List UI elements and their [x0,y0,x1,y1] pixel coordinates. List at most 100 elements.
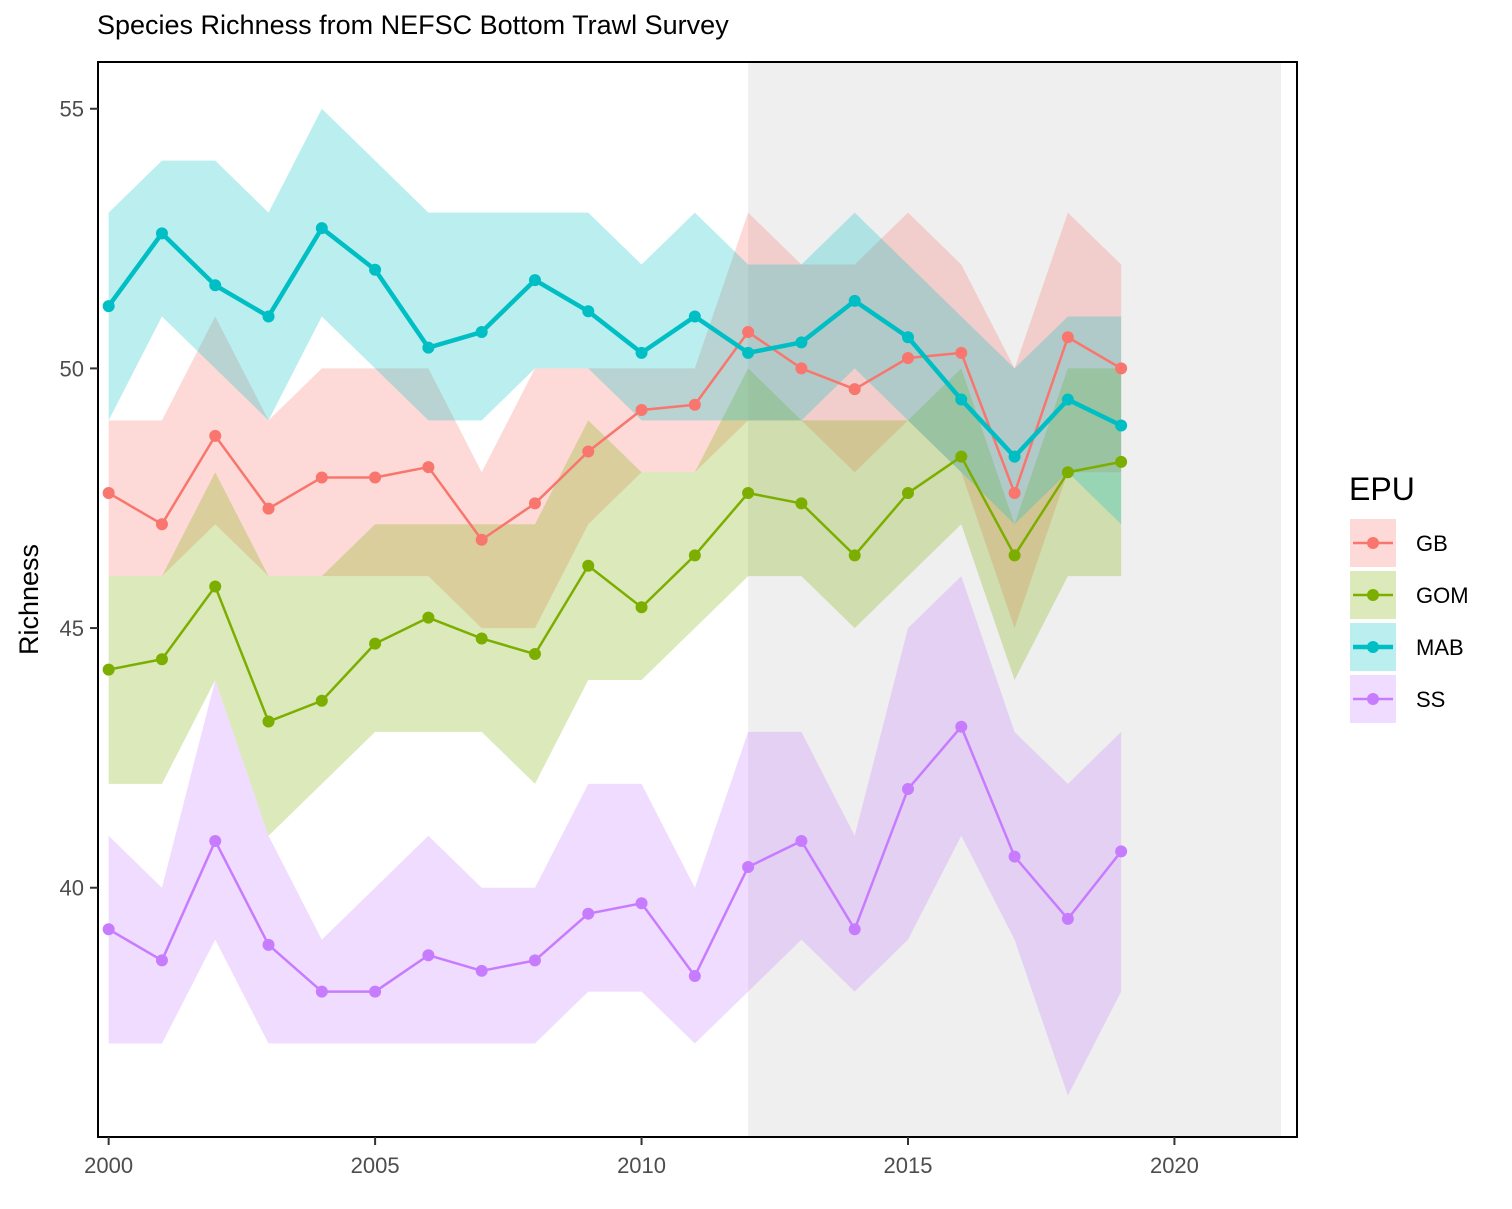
ribbon-mab [108,108,1122,525]
point-gb-2008 [528,497,541,510]
point-ss-2013 [795,834,808,847]
point-mab-2018 [1061,393,1074,406]
ribbon-ss [108,576,1122,1096]
point-gb-2011 [688,398,701,411]
point-gom-2004 [315,694,328,707]
point-gom-2011 [688,549,701,562]
point-mab-2012 [742,346,755,359]
point-gom-2005 [369,637,382,650]
series-points [102,222,1128,998]
point-gom-2016 [955,450,968,463]
point-ss-2003 [262,938,275,951]
y-tick-label-45: 45 [60,616,84,641]
point-gb-2002 [209,429,222,442]
point-gom-2009 [582,559,595,572]
legend-label-mab: MAB [1416,635,1464,660]
point-ss-2019 [1115,845,1128,858]
line-mab [106,225,1123,459]
point-gom-2003 [262,715,275,728]
point-gb-2017 [1008,487,1021,500]
point-gb-2013 [795,362,808,375]
ribbon-gom [108,368,1122,836]
point-ss-2008 [528,954,541,967]
point-ss-2017 [1008,850,1021,863]
point-gom-2007 [475,632,488,645]
point-ss-2001 [155,954,168,967]
point-gom-2010 [635,601,648,614]
point-ss-2004 [315,985,328,998]
point-gb-2004 [315,471,328,484]
legend-label-ss: SS [1416,687,1445,712]
point-mab-2019 [1115,419,1128,432]
y-tick-label-55: 55 [60,97,84,122]
x-tick-label-2000: 2000 [84,1153,133,1178]
ribbon-gb [108,212,1122,629]
legend-label-gb: GB [1416,531,1448,556]
point-gb-2019 [1115,362,1128,375]
point-ss-2000 [102,923,115,936]
point-ss-2014 [848,923,861,936]
point-ss-2018 [1061,912,1074,925]
point-mab-2017 [1008,450,1021,463]
point-gb-2007 [475,533,488,546]
point-mab-2014 [848,294,861,307]
point-ss-2005 [369,985,382,998]
point-ss-2012 [742,860,755,873]
point-gom-2017 [1008,549,1021,562]
point-mab-2009 [582,305,595,318]
point-mab-2016 [955,393,968,406]
point-mab-2003 [262,310,275,323]
point-gb-2005 [369,471,382,484]
axes: 2000 2005 2010 2015 2020 40 45 50 55 [60,97,1199,1178]
point-gb-2014 [848,383,861,396]
point-mab-2002 [209,279,222,292]
point-gb-2001 [155,518,168,531]
point-gom-2018 [1061,466,1074,479]
x-tick-label-2020: 2020 [1150,1153,1199,1178]
x-tick-label-2010: 2010 [617,1153,666,1178]
y-tick-label-40: 40 [60,876,84,901]
chart-title: Species Richness from NEFSC Bottom Trawl… [97,10,729,40]
point-mab-2004 [315,222,328,235]
point-gb-2018 [1061,331,1074,344]
y-axis-title: Richness [14,544,44,655]
x-tick-label-2015: 2015 [884,1153,933,1178]
line-gom [108,455,1122,723]
legend-point-mab [1367,641,1379,653]
point-ss-2009 [582,907,595,920]
x-tick-label-2005: 2005 [351,1153,400,1178]
point-gb-2010 [635,403,648,416]
point-gb-2015 [901,352,914,365]
point-ss-2011 [688,970,701,983]
point-ss-2007 [475,964,488,977]
point-gb-2003 [262,502,275,515]
point-mab-2010 [635,346,648,359]
point-gom-2002 [209,580,222,593]
point-ss-2016 [955,720,968,733]
legend-point-gom [1367,589,1379,601]
point-gb-2006 [422,461,435,474]
point-mab-2015 [901,331,914,344]
plot-panel-border [97,61,1298,1138]
point-mab-2005 [369,263,382,276]
point-mab-2011 [688,310,701,323]
legend-label-gom: GOM [1416,583,1469,608]
point-gom-2014 [848,549,861,562]
point-gom-2012 [742,487,755,500]
point-gom-2001 [155,653,168,666]
point-gb-2016 [955,346,968,359]
legend-point-gb [1367,537,1379,549]
point-mab-2008 [528,274,541,287]
point-mab-2007 [475,326,488,339]
point-gom-2000 [102,663,115,676]
shaded-region-layer [748,62,1282,1137]
legend-point-ss [1367,693,1379,705]
point-gom-2019 [1115,455,1128,468]
point-gb-2009 [582,445,595,458]
point-mab-2006 [422,341,435,354]
shaded-region [748,62,1282,1137]
point-ss-2002 [209,834,222,847]
legend-title: EPU [1349,471,1415,507]
